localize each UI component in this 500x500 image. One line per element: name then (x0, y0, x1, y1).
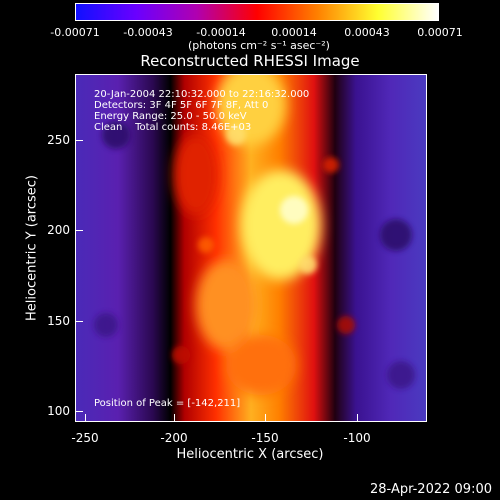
x-tick-label: -100 (343, 431, 371, 445)
y-tick-mark (75, 411, 83, 412)
colorbar-tick-label: -0.00071 (50, 26, 100, 39)
y-tick-mark (75, 140, 83, 141)
y-axis-label: Heliocentric Y (arcsec) (24, 175, 40, 321)
colorbar-tick-label: 0.00071 (417, 26, 463, 39)
colorbar-tick-label: -0.00043 (123, 26, 173, 39)
x-tick-label: -150 (251, 431, 279, 445)
colorbar-tick-label: -0.00014 (196, 26, 246, 39)
y-tick-label: 200 (47, 223, 70, 237)
colorbar-tick-label: 0.00014 (271, 26, 317, 39)
x-axis-label: Heliocentric X (arcsec) (176, 447, 324, 462)
x-tick-mark (174, 414, 175, 422)
y-tick-mark (75, 321, 83, 322)
time-range-text: 20-Jan-2004 22:10:32.000 to 22:16:32.000 (94, 89, 310, 100)
colorbar-unit-label: (photons cm⁻² s⁻¹ asec⁻²) (188, 39, 330, 52)
image-canvas (76, 75, 426, 421)
x-tick-mark (85, 414, 86, 422)
plot-timestamp: 28-Apr-2022 09:00 (370, 482, 492, 497)
y-tick-label: 100 (47, 404, 70, 418)
clean-counts-text: Clean Total counts: 8.46E+03 (94, 122, 252, 133)
rhessi-image: 20-Jan-2004 22:10:32.000 to 22:16:32.000… (75, 74, 427, 422)
x-tick-mark (265, 414, 266, 422)
x-tick-label: -200 (160, 431, 188, 445)
x-tick-mark (357, 414, 358, 422)
colorbar (75, 3, 439, 21)
y-tick-label: 150 (47, 314, 70, 328)
plot-title: Reconstructed RHESSI Image (140, 52, 360, 70)
colorbar-tick-label: 0.00043 (344, 26, 390, 39)
x-tick-label: -250 (71, 431, 99, 445)
peak-position-text: Position of Peak = [-142,211] (94, 398, 241, 409)
y-tick-mark (75, 230, 83, 231)
detectors-text: Detectors: 3F 4F 5F 6F 7F 8F, Att 0 (94, 100, 269, 111)
y-tick-label: 250 (47, 133, 70, 147)
energy-range-text: Energy Range: 25.0 - 50.0 keV (94, 111, 247, 122)
